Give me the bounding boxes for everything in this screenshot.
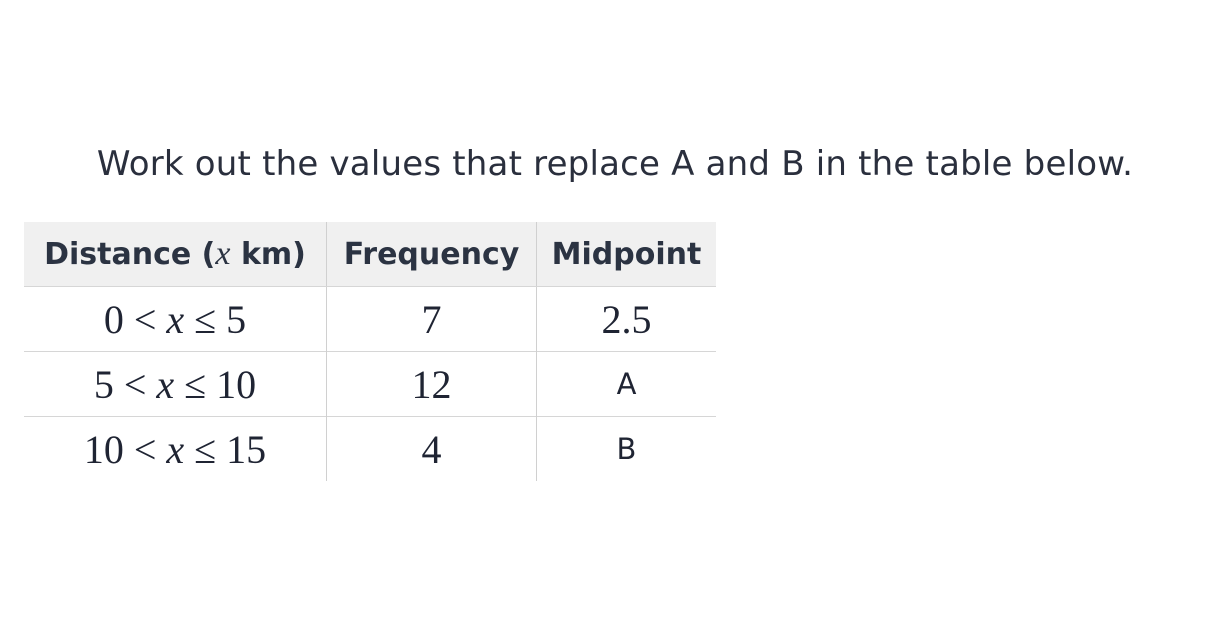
- header-distance-variable: x: [215, 235, 231, 272]
- header-distance-prefix: Distance (: [44, 237, 216, 272]
- interval-upper: 10: [216, 361, 257, 407]
- less-equal-sign: ≤: [184, 296, 227, 342]
- interval-variable: x: [166, 296, 185, 342]
- table-row: 10 < x ≤ 15 4 B: [24, 416, 716, 481]
- table-row: 5 < x ≤ 10 12 A: [24, 351, 716, 417]
- frequency-table: Distance (x km) Frequency Midpoint 0 < x…: [24, 222, 716, 481]
- distance-interval-cell: 5 < x ≤ 10: [24, 351, 327, 417]
- distance-interval-cell: 0 < x ≤ 5: [24, 286, 327, 352]
- midpoint-cell: 2.5: [536, 286, 716, 352]
- frequency-cell: 7: [326, 286, 537, 352]
- header-midpoint: Midpoint: [536, 222, 716, 287]
- midpoint-cell-unknown-b: B: [536, 416, 716, 481]
- interval-lower: 0: [103, 296, 124, 342]
- interval-lower: 10: [83, 426, 124, 472]
- interval-lower: 5: [93, 361, 114, 407]
- interval-upper: 5: [226, 296, 247, 342]
- question-text: Work out the values that replace A and B…: [96, 144, 1134, 184]
- less-than-sign: <: [123, 426, 167, 472]
- interval-variable: x: [166, 426, 185, 472]
- less-than-sign: <: [113, 361, 157, 407]
- table-header-row: Distance (x km) Frequency Midpoint: [24, 222, 716, 287]
- header-distance: Distance (x km): [24, 222, 327, 287]
- distance-interval-cell: 10 < x ≤ 15: [24, 416, 327, 481]
- frequency-cell: 4: [326, 416, 537, 481]
- frequency-cell: 12: [326, 351, 537, 417]
- table-row: 0 < x ≤ 5 7 2.5: [24, 286, 716, 352]
- less-than-sign: <: [123, 296, 167, 342]
- interval-upper: 15: [226, 426, 267, 472]
- header-distance-suffix: km): [230, 237, 306, 272]
- interval-variable: x: [156, 361, 175, 407]
- less-equal-sign: ≤: [174, 361, 217, 407]
- header-frequency: Frequency: [326, 222, 537, 287]
- less-equal-sign: ≤: [184, 426, 227, 472]
- midpoint-cell-unknown-a: A: [536, 351, 716, 417]
